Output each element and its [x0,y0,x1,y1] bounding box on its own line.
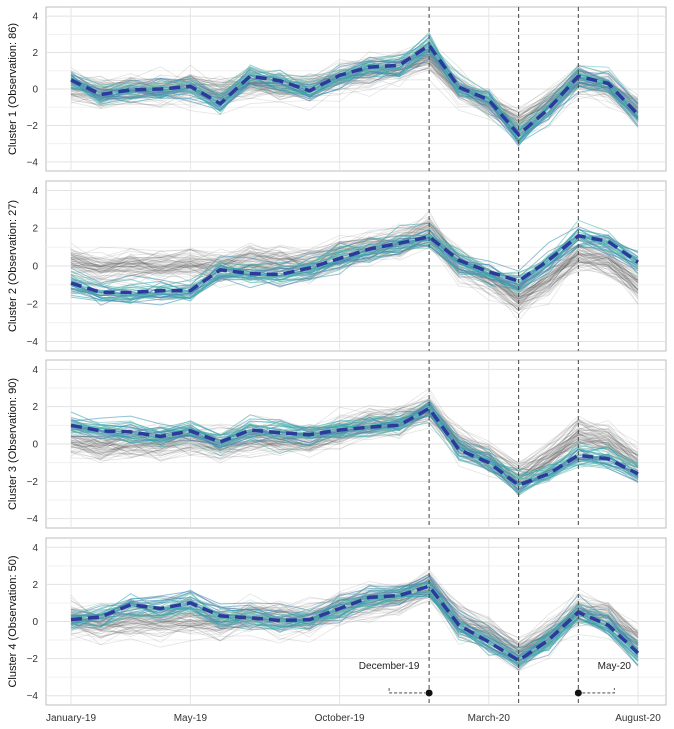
annotation-marker [425,689,433,697]
cluster-member-line [70,57,639,142]
annotation-leader [582,687,615,694]
panel-y-label: Cluster 1 (Observation: 86) [7,23,19,155]
y-tick-label: −4 [27,337,39,348]
x-tick-label: May-19 [174,713,208,724]
background-series-line [70,590,639,651]
background-series-line [70,228,639,298]
cluster-member-line [70,48,639,143]
panel-y-label: Cluster 4 (Observation: 50) [7,555,19,687]
y-tick-label: −4 [27,691,39,702]
y-tick-label: −4 [27,157,39,168]
background-series-line [70,419,639,484]
cluster-member-line [70,47,639,140]
background-series-line [70,67,639,144]
background-series-line [70,408,639,482]
cluster-member-line [70,582,639,649]
y-tick-label: −4 [27,514,39,525]
cluster-member-line [70,573,639,652]
y-tick-label: 2 [32,224,38,235]
cluster-centroid-line [70,234,640,295]
y-tick-label: 0 [32,85,38,96]
y-tick-label: 2 [32,580,38,591]
y-tick-label: −2 [27,477,39,488]
cluster-centroid-line [70,584,640,663]
background-series-line [70,575,639,653]
annotation-leader [388,687,426,694]
background-series-line [70,47,639,118]
cluster-centroid-line [70,43,640,137]
annotation-label: May-20 [598,661,632,672]
cluster-member-line [70,219,639,289]
background-series-line [70,408,639,495]
y-tick-label: 4 [32,12,38,23]
background-series-line [70,232,639,299]
x-tick-label: October-19 [315,713,365,724]
cluster-member-line [70,225,639,287]
cluster-centroid-line [70,406,639,487]
background-series-line [70,229,639,298]
cluster-member-line [70,409,639,481]
y-tick-label: 4 [32,543,38,554]
background-series-line [70,406,639,470]
y-tick-label: −2 [27,299,39,310]
annotation-marker [574,689,582,697]
y-tick-label: 2 [32,48,38,59]
x-tick-label: January-19 [46,713,96,724]
background-series-line [70,222,639,292]
background-series-line [70,220,639,308]
background-series-line [70,233,639,301]
panel-y-label: Cluster 3 (Observation: 90) [7,378,19,510]
y-tick-label: 0 [32,617,38,628]
background-series-line [70,411,639,485]
y-tick-label: −2 [27,121,39,132]
background-series-line [70,230,639,300]
cluster-member-line [70,422,639,494]
panel-y-label: Cluster 2 (Observation: 27) [7,200,19,332]
y-tick-label: 4 [32,186,38,197]
background-series-line [70,225,639,291]
cluster-member-line [70,237,639,306]
background-series-line [70,245,639,315]
background-series-line [70,218,639,301]
background-series-line [70,243,639,311]
y-tick-label: 4 [32,365,38,376]
x-tick-label: March-20 [468,713,511,724]
background-series-line [70,223,639,287]
background-series-line [70,592,639,672]
background-series-line [70,228,639,295]
y-tick-label: 2 [32,402,38,413]
background-series-line [70,220,639,299]
y-tick-label: 0 [32,262,38,273]
annotation-label: December-19 [359,661,420,672]
cluster-member-line [70,581,639,665]
background-series-line [70,216,639,299]
background-series-line [70,217,639,289]
x-tick-label: August-20 [615,713,661,724]
cluster-member-line [70,233,639,299]
y-tick-label: −2 [27,654,39,665]
y-tick-label: 0 [32,440,38,451]
